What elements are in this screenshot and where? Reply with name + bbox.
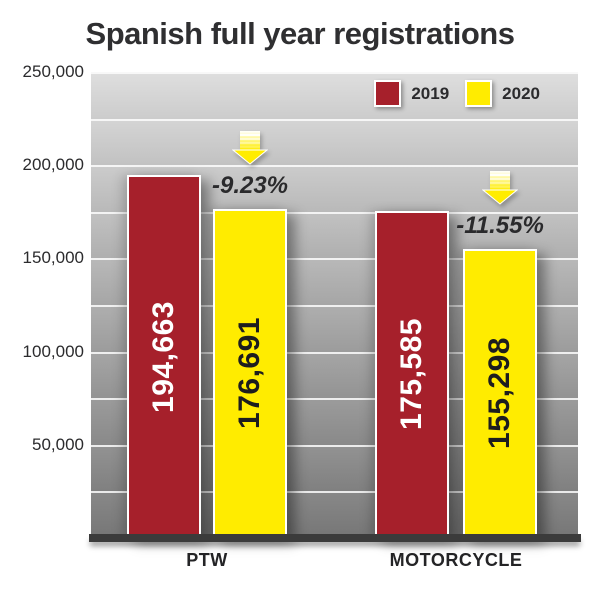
y-tick-label: 100,000 [22,341,84,361]
change-label: -9.23% [211,171,289,199]
chart-title: Spanish full year registrations [85,16,515,51]
y-tick-label: 250,000 [22,62,84,81]
down-arrow-icon [231,130,269,170]
bar-ptw-2019: 194,663 [127,175,201,538]
plot-band [91,72,578,119]
bar-value-label: 175,585 [395,318,428,431]
bar-value-label: 176,691 [233,317,266,430]
x-label-motorcycle: MOTORCYCLE [389,550,523,570]
legend-item-2019: 2019 [374,80,465,107]
legend-swatch-2019 [374,80,402,107]
legend: 2019 2020 [374,80,556,107]
x-label-ptw: PTW [186,550,228,570]
bar-ptw-2020: 176,691 [213,208,287,538]
legend-label-2019: 2019 [411,83,450,103]
bar-motorcycle-2020: 155,298 [463,248,537,538]
y-tick-label: 150,000 [22,248,84,268]
bar-value-label: 155,298 [483,337,516,450]
legend-label-2020: 2020 [502,83,540,103]
down-arrow-icon [481,170,519,210]
y-tick-label: 200,000 [22,155,84,175]
change-label: -11.55% [456,211,544,239]
x-axis-baseline [89,534,581,542]
y-tick-label: 50,000 [32,434,84,454]
legend-swatch-2020 [465,80,493,107]
plot-band [91,118,578,166]
legend-item-2020: 2020 [465,80,556,107]
plot-area: 2019 2020 194,663 176,691 -9.23% 175,585 155,… [91,72,578,538]
bar-value-label: 194,663 [147,300,180,413]
bar-motorcycle-2019: 175,585 [375,210,449,538]
